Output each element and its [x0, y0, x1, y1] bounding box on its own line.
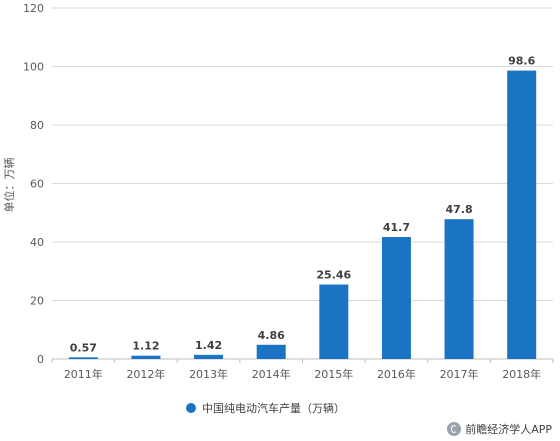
y-axis-label: 单位：万辆	[2, 158, 16, 213]
footer-brand-text: 前瞻经济学人APP	[465, 423, 552, 436]
x-tick-label: 2013年	[189, 367, 228, 381]
x-tick-label: 2017年	[440, 367, 479, 381]
y-axis-ticks: 0 20 40 60 80 100 120	[23, 2, 44, 366]
x-tick-label: 2018年	[502, 367, 541, 381]
x-tick-label: 2012年	[126, 367, 165, 381]
bar[interactable]	[381, 237, 411, 359]
x-axis-ticks: 2011年 2012年 2013年 2014年 2015年 2016年 2017年 2018年	[51, 359, 554, 381]
data-label: 1.12	[132, 340, 159, 353]
x-tick-label: 2015年	[314, 367, 353, 381]
y-tick-label: 60	[30, 178, 44, 191]
legend-label: 中国纯电动汽车产量（万辆）	[202, 401, 345, 415]
x-tick-label: 2014年	[252, 367, 291, 381]
bar[interactable]	[194, 354, 224, 359]
bar-layer	[68, 70, 537, 359]
data-label: 1.42	[195, 339, 222, 352]
y-tick-label: 120	[23, 2, 44, 15]
bar[interactable]	[256, 344, 286, 359]
bar[interactable]	[131, 355, 161, 359]
y-tick-label: 40	[30, 236, 44, 249]
y-tick-label: 100	[23, 61, 44, 74]
data-label: 25.46	[316, 269, 351, 282]
grid-layer	[52, 7, 553, 360]
bar[interactable]	[319, 284, 349, 359]
data-label: 41.7	[383, 221, 410, 234]
bar[interactable]	[68, 357, 98, 359]
data-label: 4.86	[258, 329, 285, 342]
data-label: 98.6	[508, 55, 535, 68]
data-label: 47.8	[445, 203, 472, 216]
legend[interactable]: 中国纯电动汽车产量（万辆）	[186, 401, 345, 415]
bar[interactable]	[444, 219, 474, 359]
y-tick-label: 0	[37, 353, 44, 366]
data-labels: 0.57 1.12 1.42 4.86 25.46 41.7 47.8 98.6	[70, 55, 536, 355]
legend-swatch	[186, 403, 196, 413]
data-label: 0.57	[70, 341, 97, 354]
y-tick-label: 20	[30, 295, 44, 308]
x-tick-label: 2016年	[377, 367, 416, 381]
x-tick-label: 2011年	[64, 367, 103, 381]
y-tick-label: 80	[30, 119, 44, 132]
bar[interactable]	[507, 70, 537, 359]
footer-brand: 前瞻经济学人APP	[447, 421, 552, 437]
qianzhan-logo-icon	[447, 422, 462, 436]
